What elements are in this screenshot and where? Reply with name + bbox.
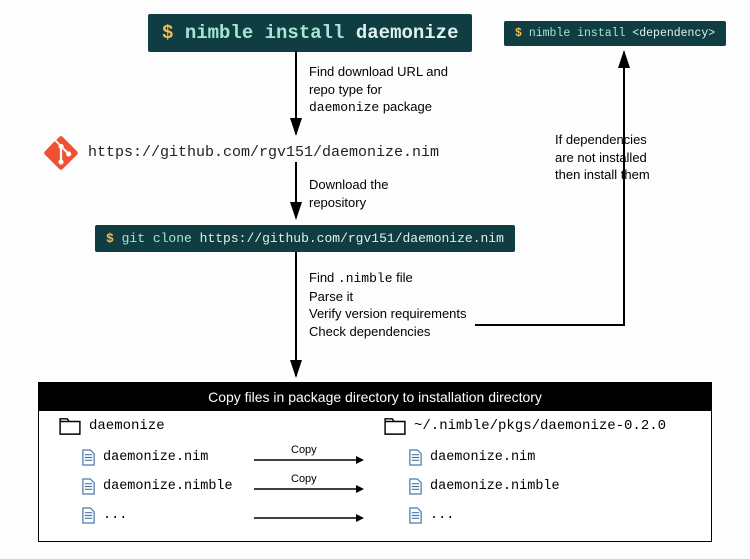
cmd-arg: https://github.com/rgv151/daemonize.nim bbox=[200, 231, 504, 246]
note-dependencies: If dependencies are not installed then i… bbox=[555, 131, 650, 184]
copy-arrow bbox=[254, 514, 364, 522]
note-find-url: Find download URL and repo type for daem… bbox=[309, 63, 448, 117]
cmd-keyword: nimble install bbox=[185, 22, 345, 44]
git-icon bbox=[44, 136, 78, 170]
copy-box: Copy files in package directory to insta… bbox=[38, 382, 712, 542]
text: file bbox=[393, 270, 413, 285]
folder-icon bbox=[59, 417, 81, 435]
file-name: ... bbox=[430, 508, 454, 523]
text: Check dependencies bbox=[309, 324, 430, 339]
file-icon bbox=[81, 478, 96, 495]
copy-box-content: daemonize ~/.nimble/pkgs/daemonize-0.2.0… bbox=[39, 411, 711, 537]
prompt: $ bbox=[515, 27, 522, 40]
copy-arrow bbox=[254, 456, 364, 464]
text: Find bbox=[309, 270, 338, 285]
prompt: $ bbox=[106, 231, 114, 246]
file-item: daemonize.nim bbox=[408, 449, 535, 466]
cmd-nimble-install: $ nimble install daemonize bbox=[148, 14, 472, 52]
text: are not installed bbox=[555, 150, 647, 165]
text: repository bbox=[309, 195, 366, 210]
cmd-arg: daemonize bbox=[356, 22, 459, 44]
text: Parse it bbox=[309, 289, 353, 304]
folder-label: daemonize bbox=[89, 418, 165, 434]
cmd-keyword: git clone bbox=[122, 231, 192, 246]
text: repo type for bbox=[309, 82, 382, 97]
text: If dependencies bbox=[555, 132, 647, 147]
file-icon bbox=[408, 478, 423, 495]
folder-label: ~/.nimble/pkgs/daemonize-0.2.0 bbox=[414, 418, 666, 434]
file-name: daemonize.nim bbox=[430, 450, 535, 465]
prompt: $ bbox=[162, 22, 173, 44]
file-name: ... bbox=[103, 508, 127, 523]
file-icon bbox=[408, 449, 423, 466]
nimble-ext: .nimble bbox=[338, 271, 393, 286]
cmd-keyword: nimble install bbox=[529, 27, 626, 40]
folder-source: daemonize bbox=[59, 417, 165, 435]
file-name: daemonize.nim bbox=[103, 450, 208, 465]
file-item: ... bbox=[408, 507, 454, 524]
pkg-name: daemonize bbox=[309, 100, 379, 115]
note-download: Download the repository bbox=[309, 176, 389, 211]
file-item: daemonize.nim bbox=[81, 449, 208, 466]
copy-label: Copy bbox=[291, 444, 317, 456]
file-icon bbox=[408, 507, 423, 524]
file-item: daemonize.nimble bbox=[408, 478, 560, 495]
file-icon bbox=[81, 449, 96, 466]
file-icon bbox=[81, 507, 96, 524]
copy-label: Copy bbox=[291, 473, 317, 485]
text: Download the bbox=[309, 177, 389, 192]
file-item: ... bbox=[81, 507, 127, 524]
repo-url: https://github.com/rgv151/daemonize.nim bbox=[88, 144, 439, 161]
file-name: daemonize.nimble bbox=[103, 479, 233, 494]
text: Find download URL and bbox=[309, 64, 448, 79]
text: then install them bbox=[555, 167, 650, 182]
text: package bbox=[379, 99, 432, 114]
note-parse-nimble: Find .nimble file Parse it Verify versio… bbox=[309, 269, 467, 340]
file-item: daemonize.nimble bbox=[81, 478, 233, 495]
cmd-git-clone: $ git clone https://github.com/rgv151/da… bbox=[95, 225, 515, 252]
copy-box-title: Copy files in package directory to insta… bbox=[39, 383, 711, 411]
folder-dest: ~/.nimble/pkgs/daemonize-0.2.0 bbox=[384, 417, 666, 435]
text: Verify version requirements bbox=[309, 306, 467, 321]
cmd-arg: <dependency> bbox=[632, 27, 715, 40]
copy-arrow bbox=[254, 485, 364, 493]
cmd-nimble-install-dep: $ nimble install <dependency> bbox=[504, 21, 726, 46]
file-name: daemonize.nimble bbox=[430, 479, 560, 494]
folder-icon bbox=[384, 417, 406, 435]
